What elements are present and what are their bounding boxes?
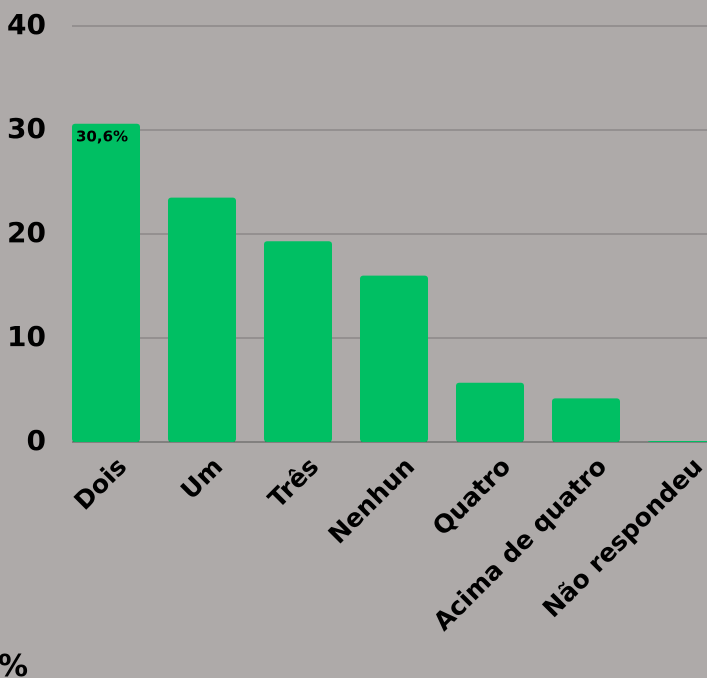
x-tick-label: Dois bbox=[68, 452, 132, 516]
y-tick-label: 0 bbox=[27, 424, 46, 457]
y-tick-label: 30 bbox=[7, 112, 46, 145]
bar bbox=[648, 440, 707, 442]
bar bbox=[264, 241, 332, 442]
x-tick-label: Um bbox=[175, 452, 228, 505]
x-tick-label: Não respondeu bbox=[537, 452, 707, 623]
x-tick-label: Quatro bbox=[427, 452, 516, 541]
bar bbox=[72, 123, 140, 442]
y-tick-label: 20 bbox=[7, 216, 46, 249]
bar bbox=[552, 398, 620, 442]
bar bbox=[168, 197, 236, 442]
y-axis-label: % bbox=[0, 649, 28, 678]
bar bbox=[360, 275, 428, 442]
x-tick-label: Nenhun bbox=[323, 452, 421, 550]
y-tick-label: 10 bbox=[7, 320, 46, 353]
y-tick-label: 40 bbox=[7, 8, 46, 41]
bar bbox=[456, 382, 524, 442]
x-tick-label: Acima de quatro bbox=[428, 452, 613, 637]
value-label: 30,6% bbox=[76, 127, 128, 145]
x-tick-label: Três bbox=[262, 452, 324, 514]
